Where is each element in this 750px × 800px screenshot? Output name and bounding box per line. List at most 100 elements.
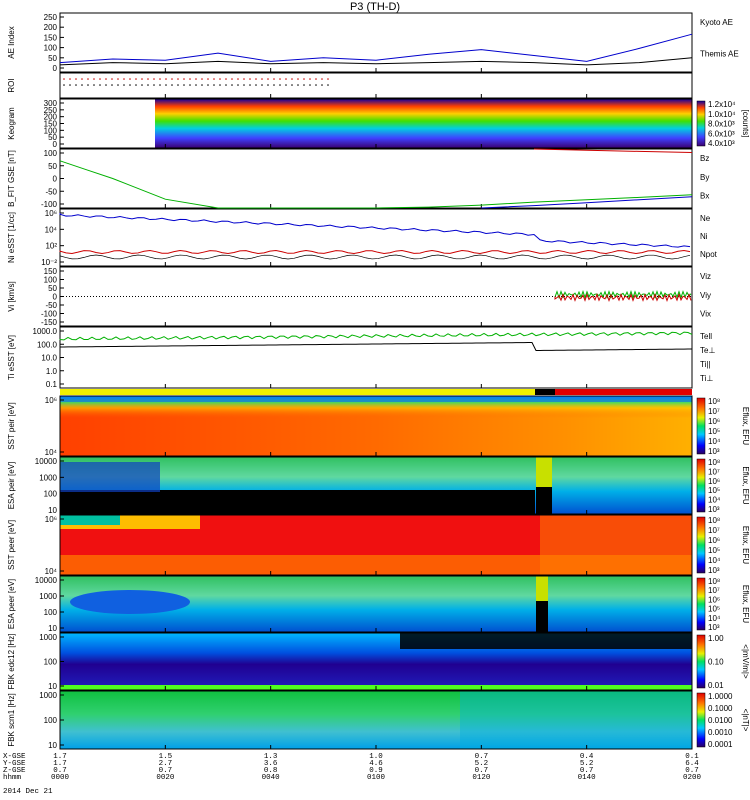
y-tick-label-2-6: 0 [53,140,58,149]
roi-dot [105,78,107,80]
roi-dot [111,84,113,86]
roi-dot [291,78,293,80]
tell-trace [59,342,693,351]
colorbar-tick-7-4: 10⁴ [708,437,721,446]
colorbar-label-12: <|nT|> [741,709,750,732]
colorbar-tick-2-2: 8.0x10³ [708,120,735,129]
roi-dot [159,78,161,80]
footer-row-label-2: Z-GSE [3,767,26,775]
footer-value-2-0: 1.3 [264,753,278,761]
ni-trace [59,213,691,248]
roi-dot [213,84,215,86]
footer-value-2-3: 0040 [262,774,281,782]
colorbar-tick-7-2: 10⁶ [708,417,720,426]
colorbar-label-9: Eflux, EFU [741,526,750,564]
roi-dot [219,78,221,80]
roi-dot [249,84,251,86]
y-tick-label-5-1: 100 [44,276,58,285]
y-axis-label-4: Ni eSST [1/cc] [7,212,16,263]
roi-dot [171,84,173,86]
roi-dot [135,78,137,80]
y-tick-label-2-1: 250 [44,106,58,115]
colorbar-11 [696,634,706,689]
y-tick-label-0-1: 200 [44,23,58,32]
roi-dot [117,78,119,80]
colorbar-tick-8-4: 10⁴ [708,496,721,505]
colorbar-tick-7-5: 10³ [708,447,720,456]
colorbar-tick-8-1: 10⁷ [708,467,720,476]
roi-dot [303,78,305,80]
y-tick-label-2-4: 100 [44,126,58,135]
y-tick-label-7-0: 10⁶ [45,396,57,405]
roi-dot [153,78,155,80]
y-tick-label-3-4: -100 [41,200,58,209]
colorbar-tick-8-0: 10⁸ [708,458,720,467]
colorbar-tick-11-1: 0.10 [708,658,724,667]
roi-dot [273,84,275,86]
colorbar-tick-8-2: 10⁶ [708,477,720,486]
y-axis-label-9: SST peer [eV] [7,520,16,570]
footer-value-5-3: 0140 [578,774,597,782]
roi-dot [189,78,191,80]
footer-value-4-1: 5.2 [475,760,489,768]
roi-dot [141,78,143,80]
legend-3-1: By [700,173,709,182]
roi-dot [99,78,101,80]
footer-value-0-2: 0.7 [53,767,67,775]
footer-value-6-0: 0.1 [685,753,699,761]
roi-dot [129,84,131,86]
colorbar-tick-12-4: 0.0001 [708,740,733,749]
roi-dot [63,78,65,80]
roi-dot [327,78,329,80]
roi-dot [63,84,65,86]
roi-dot [249,78,251,80]
colorbar-tick-9-4: 10⁴ [708,556,721,565]
y-tick-label-5-3: 0 [53,293,58,302]
y-tick-label-2-5: 50 [48,133,57,142]
footer-value-6-2: 0.7 [685,767,699,775]
y-tick-label-10-0: 10000 [35,576,58,585]
colorbar-tick-10-3: 10⁵ [708,605,720,614]
colorbar-label-10: Eflux, EFU [741,585,750,623]
roi-dot [321,84,323,86]
legend-4-1: Ni [700,232,708,241]
footer-value-4-2: 0.7 [475,767,489,775]
y-tick-label-5-2: 50 [48,284,57,293]
y-tick-label-0-4: 50 [48,54,57,63]
roi-dot [81,84,83,86]
roi-dot [159,84,161,86]
fbk-scm1-image [60,691,692,749]
roi-dot [225,78,227,80]
roi-dot [165,78,167,80]
footer-value-1-0: 1.5 [159,753,173,761]
footer-row-label-3: hhmm [3,774,22,782]
roi-dot [327,84,329,86]
y-tick-label-6-4: 0.1 [46,380,58,389]
legend-5-2: Vix [700,310,711,319]
colorbar-tick-2-0: 1.2x10⁴ [708,100,736,109]
roi-dot [177,78,179,80]
y-axis-label-5: Vi [km/s] [7,281,16,312]
y-tick-label-11-2: 10 [48,682,57,691]
roi-dot [279,78,281,80]
roi-dot [123,78,125,80]
y-tick-label-4-0: 10⁶ [45,209,57,218]
colorbar-tick-9-2: 10⁶ [708,536,720,545]
roi-dot [87,84,89,86]
roi-dot [207,84,209,86]
roi-dot [213,78,215,80]
footer-value-2-1: 3.6 [264,760,278,768]
y-tick-label-11-1: 100 [44,658,58,667]
footer-value-1-3: 0020 [156,774,175,782]
colorbar-tick-2-1: 1.0x10⁴ [708,110,736,119]
roi-dot [171,78,173,80]
keogram-image [155,99,692,148]
roi-dot [303,84,305,86]
colorbar-tick-9-1: 10⁷ [708,526,720,535]
roi-dot [243,84,245,86]
y-tick-label-3-1: 50 [48,162,57,171]
roi-dot [105,84,107,86]
colorbar-12 [696,692,706,748]
ti-parallel-trace [59,331,693,341]
